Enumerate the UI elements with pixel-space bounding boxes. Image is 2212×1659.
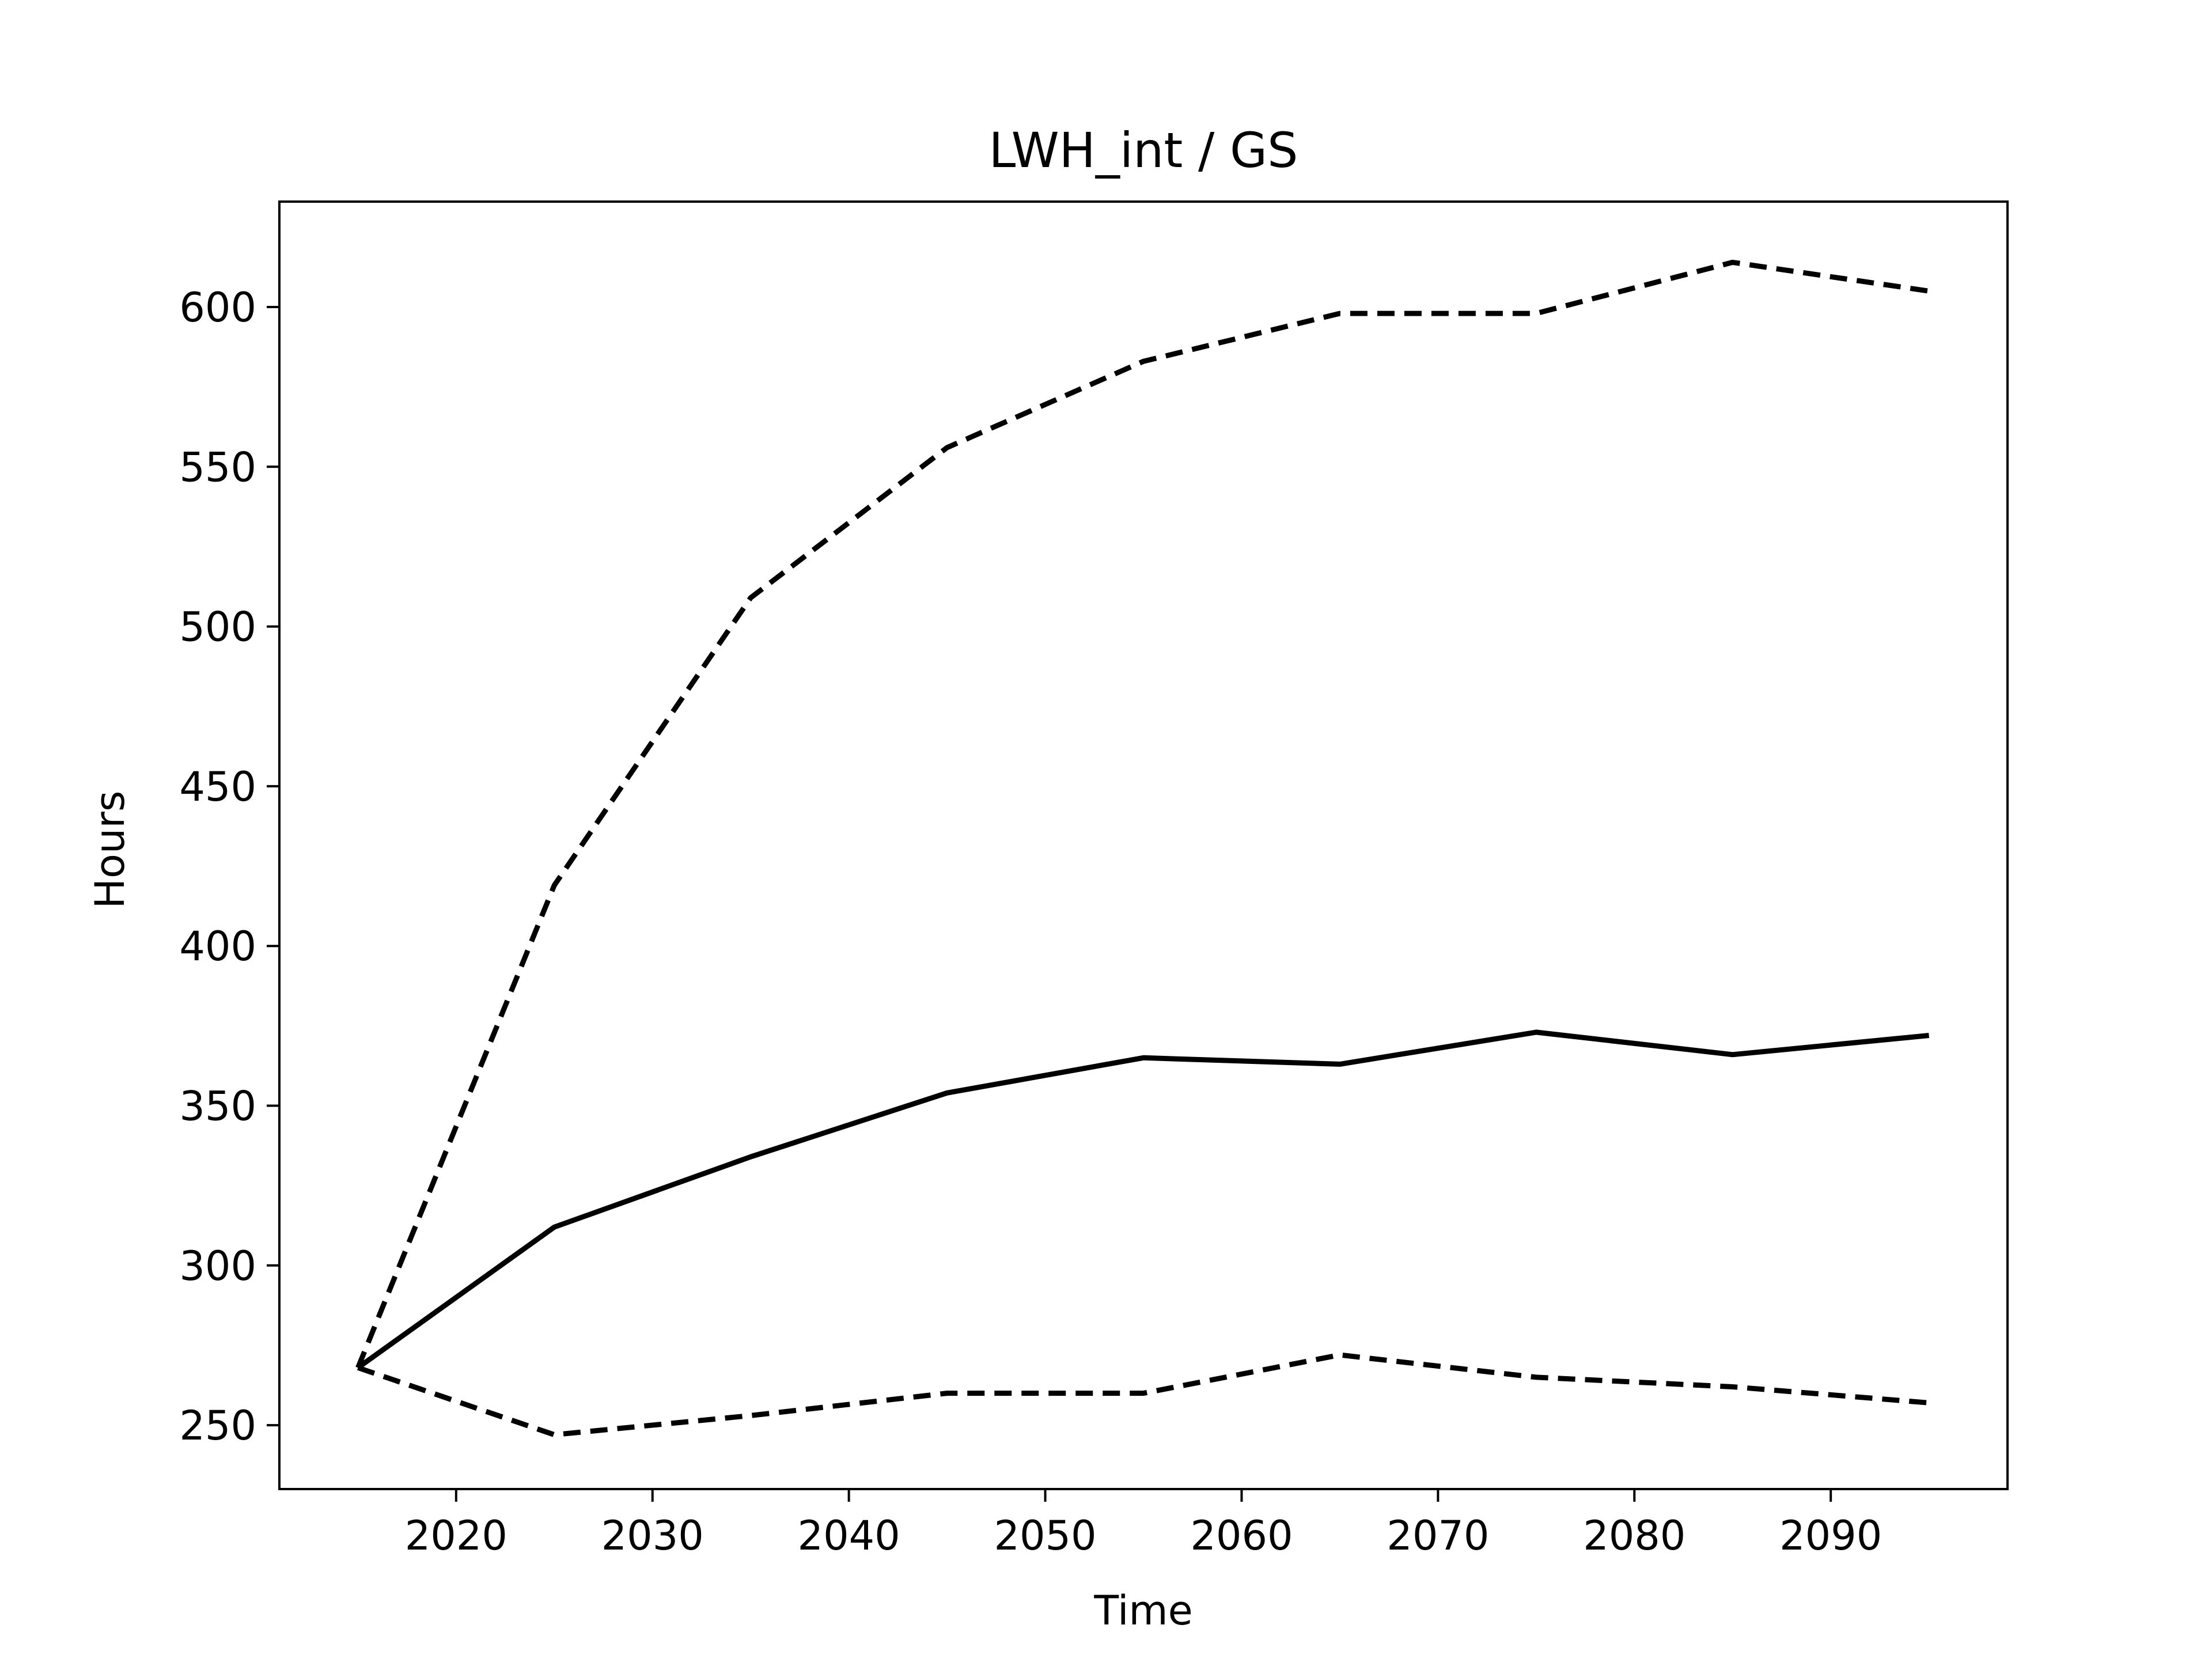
plot-frame xyxy=(278,200,2009,1490)
y-tick-label: 250 xyxy=(179,1402,256,1449)
y-tick-label: 600 xyxy=(179,284,256,331)
y-tick-label: 550 xyxy=(179,444,256,491)
y-tick-label: 450 xyxy=(179,763,256,810)
x-axis-label: Time xyxy=(1093,1587,1192,1634)
x-axis: 2020 2030 2040 2050 2060 2070 2080 2090 xyxy=(405,1489,1882,1559)
x-tick-label: 2070 xyxy=(1387,1512,1489,1559)
x-tick-label: 2040 xyxy=(798,1512,900,1559)
x-tick-label: 2080 xyxy=(1583,1512,1685,1559)
x-tick-label: 2030 xyxy=(601,1512,704,1559)
x-tick-label: 2060 xyxy=(1190,1512,1293,1559)
y-tick-label: 500 xyxy=(179,604,256,651)
x-tick-label: 2020 xyxy=(405,1512,507,1559)
y-axis-label: Hours xyxy=(86,790,134,908)
plot-lines xyxy=(355,259,1930,1438)
series-line-1 xyxy=(356,1029,1930,1370)
x-tick-label: 2050 xyxy=(994,1512,1096,1559)
series-line-3 xyxy=(357,1352,1929,1438)
y-tick-label: 350 xyxy=(179,1082,256,1130)
series-line-2 xyxy=(355,259,1930,1369)
y-tick-label: 300 xyxy=(179,1243,256,1290)
y-axis: 250 300 350 400 450 500 550 600 xyxy=(179,284,279,1449)
chart-title: LWH_int / GS xyxy=(989,122,1298,179)
y-tick-label: 400 xyxy=(179,923,256,970)
x-tick-label: 2090 xyxy=(1779,1512,1882,1559)
